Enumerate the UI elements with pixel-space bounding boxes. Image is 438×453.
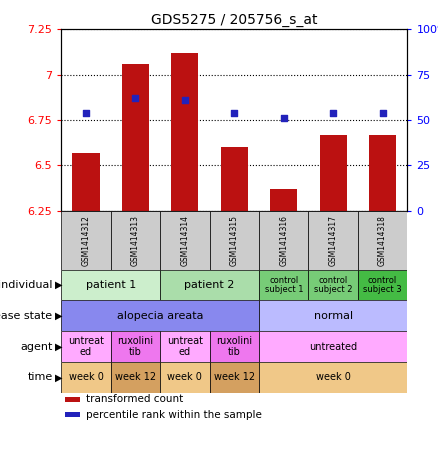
Text: patient 2: patient 2 [184,280,235,290]
Bar [160,211,210,270]
Text: untreat
ed: untreat ed [167,336,203,357]
Bar [160,362,210,393]
Bar [65,412,80,417]
Point [181,96,188,104]
Point [132,95,139,102]
Bar [358,211,407,270]
Bar [111,331,160,362]
Text: normal: normal [314,311,353,321]
Text: ▶: ▶ [55,342,62,352]
Text: ▶: ▶ [55,372,62,382]
Text: transformed count: transformed count [85,394,183,404]
Text: individual: individual [0,280,53,290]
Text: GSM1414313: GSM1414313 [131,215,140,265]
Bar [72,153,99,211]
Bar [122,64,149,211]
Point [82,109,89,116]
Bar [210,211,259,270]
Text: time: time [27,372,53,382]
Bar [308,211,358,270]
Bar [259,300,407,331]
Bar [210,331,259,362]
Title: GDS5275 / 205756_s_at: GDS5275 / 205756_s_at [151,13,318,27]
Bar [320,135,347,211]
Bar [259,211,308,270]
Text: week 0: week 0 [167,372,202,382]
Text: ▶: ▶ [55,311,62,321]
Bar [61,211,111,270]
Text: control
subject 2: control subject 2 [314,275,353,294]
Point [231,109,238,116]
Text: GSM1414312: GSM1414312 [81,215,91,265]
Text: GSM1414317: GSM1414317 [328,215,338,265]
Text: patient 1: patient 1 [85,280,136,290]
Bar [61,362,111,393]
Bar [160,270,259,300]
Text: untreat
ed: untreat ed [68,336,104,357]
Bar [259,270,308,300]
Text: percentile rank within the sample: percentile rank within the sample [85,410,261,419]
Bar [221,147,248,211]
Text: week 0: week 0 [69,372,103,382]
Text: alopecia areata: alopecia areata [117,311,203,321]
Text: GSM1414316: GSM1414316 [279,215,288,265]
Text: GSM1414314: GSM1414314 [180,215,189,265]
Bar [160,331,210,362]
Text: untreated: untreated [309,342,357,352]
Bar [259,362,407,393]
Bar [111,211,160,270]
Bar [259,331,407,362]
Bar [270,189,297,211]
Bar [65,396,80,402]
Text: GSM1414315: GSM1414315 [230,215,239,265]
Point [330,109,337,116]
Bar [61,331,111,362]
Bar [369,135,396,211]
Text: week 12: week 12 [115,372,156,382]
Text: ruxolini
tib: ruxolini tib [117,336,154,357]
Text: GSM1414318: GSM1414318 [378,215,387,265]
Text: control
subject 1: control subject 1 [265,275,303,294]
Bar [61,270,160,300]
Text: ruxolini
tib: ruxolini tib [216,336,252,357]
Text: week 12: week 12 [214,372,255,382]
Point [280,115,287,122]
Text: agent: agent [20,342,53,352]
Bar [111,362,160,393]
Point [379,109,386,116]
Bar [171,53,198,211]
Text: disease state: disease state [0,311,53,321]
Bar [61,300,259,331]
Text: ▶: ▶ [55,280,62,290]
Bar [358,270,407,300]
Bar [210,362,259,393]
Bar [308,270,358,300]
Text: week 0: week 0 [316,372,351,382]
Text: control
subject 3: control subject 3 [363,275,402,294]
